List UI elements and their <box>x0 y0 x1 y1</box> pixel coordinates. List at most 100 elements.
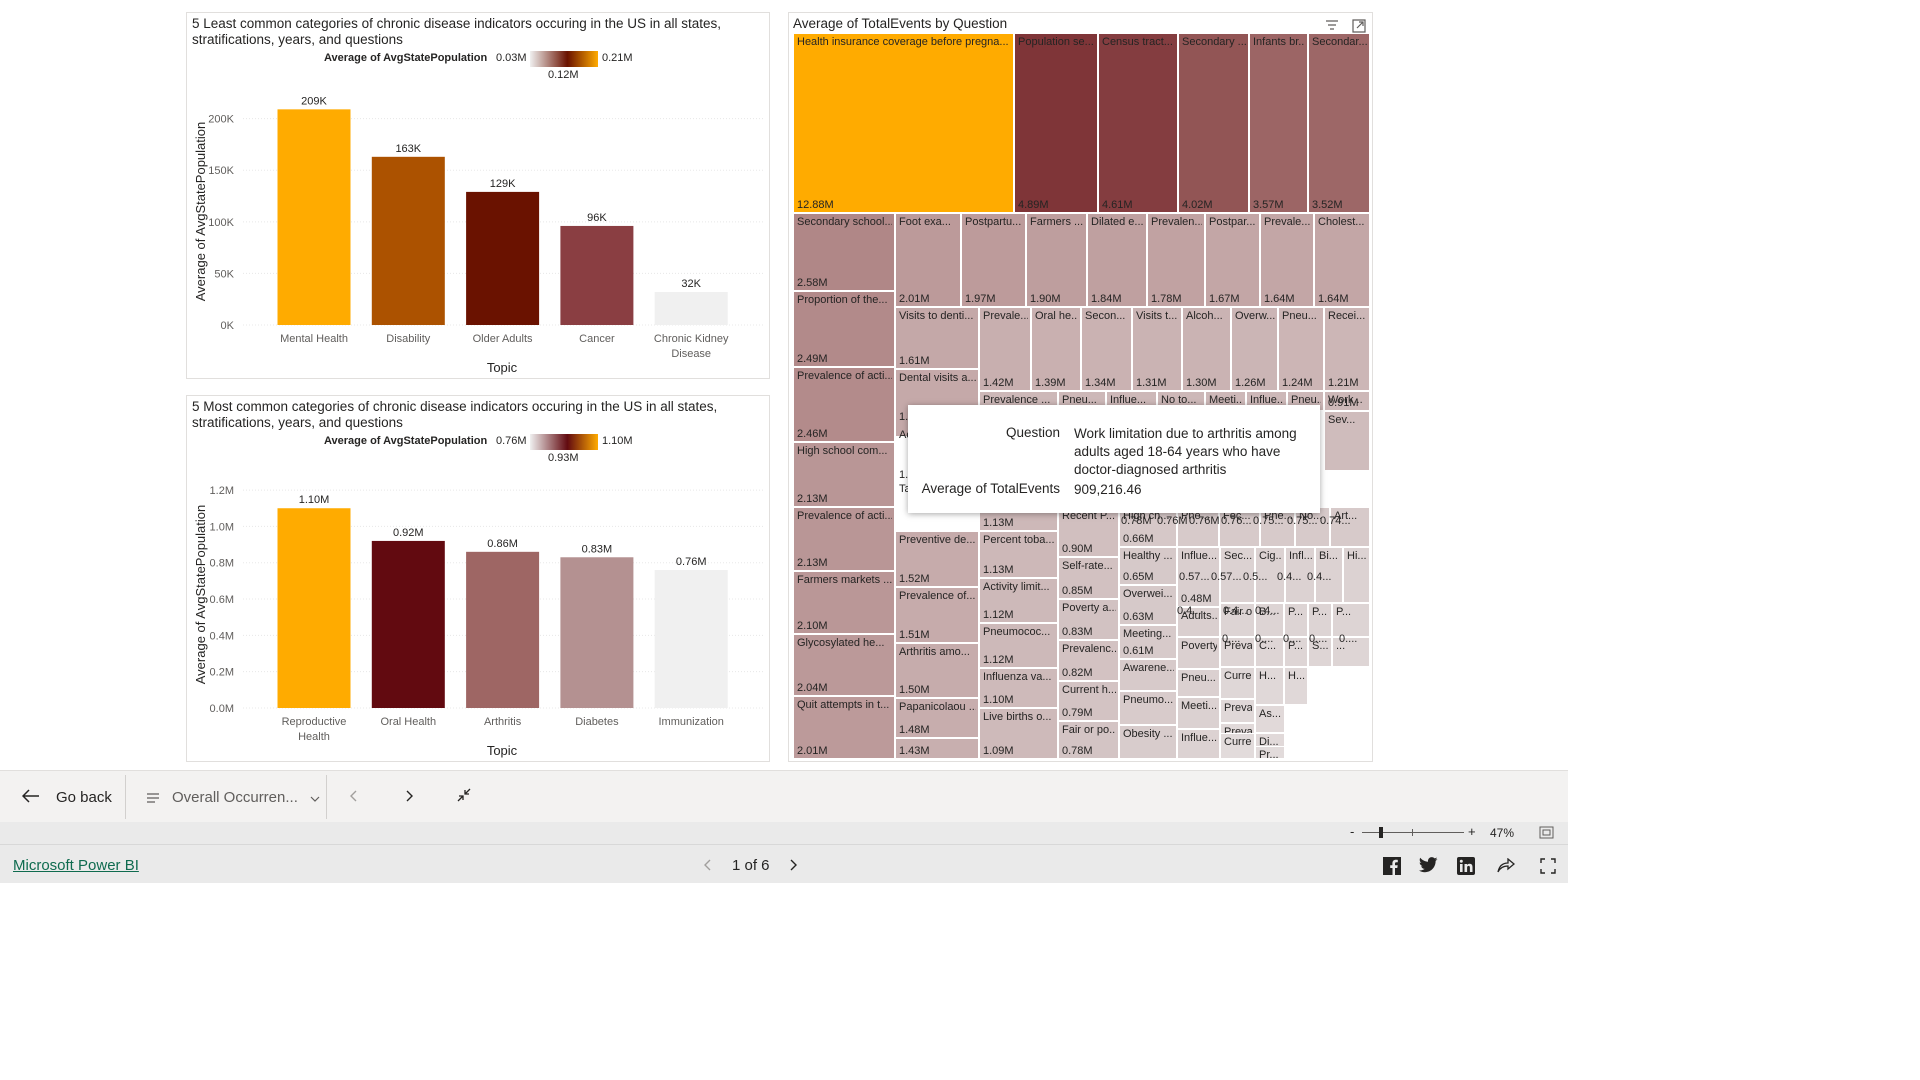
treemap-cell[interactable]: Cholest... 1.64M <box>1314 213 1370 307</box>
treemap-cell[interactable]: P... <box>1332 603 1370 637</box>
bar[interactable] <box>371 540 445 708</box>
treemap-cell[interactable]: Proportion of the... 2.49M <box>793 291 895 367</box>
treemap-cell[interactable]: Glycosylated he... 2.04M <box>793 634 895 696</box>
treemap-cell[interactable]: H... <box>1255 667 1284 705</box>
zoom-in-button[interactable]: + <box>1468 824 1476 839</box>
treemap-cell[interactable]: Live births o... 1.09M <box>979 708 1058 759</box>
treemap-cell[interactable]: Influe... <box>1177 729 1220 759</box>
treemap-cell[interactable]: Papanicolaou ... 1.48M <box>895 698 979 738</box>
zoom-slider-track[interactable] <box>1362 832 1464 833</box>
previous-page-button[interactable] <box>350 771 358 823</box>
treemap-cell[interactable]: Preventive de... 1.52M <box>895 531 979 587</box>
treemap-cell[interactable]: Farmers ... 1.90M <box>1026 213 1087 307</box>
treemap-cell[interactable]: Overwei... 0.63M <box>1119 585 1177 625</box>
treemap-cell[interactable]: Awarene... <box>1119 659 1177 691</box>
power-bi-link[interactable]: Microsoft Power BI <box>13 857 139 874</box>
linkedin-icon[interactable] <box>1457 857 1475 880</box>
treemap-cell[interactable]: Prevale... 1.42M <box>979 307 1031 391</box>
treemap-cell[interactable]: Sev... <box>1324 411 1370 471</box>
treemap-cell[interactable]: Current h... 0.79M <box>1058 681 1119 721</box>
treemap-cell[interactable]: Poverty a... 0.83M <box>1058 599 1119 640</box>
page-selector-dropdown[interactable]: Overall Occurren... <box>146 771 320 823</box>
treemap-cell[interactable]: Pneu... 1.24M <box>1278 307 1324 391</box>
treemap-cell[interactable]: Oral he... 1.39M <box>1031 307 1081 391</box>
treemap-cell[interactable]: Prevalen... 1.78M <box>1147 213 1205 307</box>
treemap-cell[interactable]: Healthy ... 0.65M <box>1119 547 1177 585</box>
bar[interactable] <box>371 156 445 325</box>
treemap-cell[interactable]: Work... 0.91M <box>1324 391 1370 411</box>
treemap-cell[interactable]: Hi... <box>1343 547 1370 603</box>
treemap-cell[interactable]: Pne... <box>1260 507 1295 547</box>
treemap-cell[interactable]: Poverty <box>1177 637 1220 669</box>
focus-mode-icon[interactable] <box>1351 18 1367 34</box>
fit-to-page-icon[interactable] <box>1539 826 1554 844</box>
facebook-icon[interactable] <box>1383 857 1401 880</box>
treemap-cell[interactable]: Dilated e... 1.84M <box>1087 213 1147 307</box>
treemap-cell[interactable]: Sec... <box>1220 547 1255 603</box>
treemap-cell[interactable]: Bi... <box>1315 547 1343 603</box>
treemap-cell[interactable]: S... <box>1308 637 1332 667</box>
treemap-cell[interactable]: Foot exa... 2.01M <box>895 213 961 307</box>
treemap-cell[interactable]: Curre... <box>1220 667 1255 699</box>
treemap-cell[interactable]: Influe... 0.48M <box>1177 547 1220 607</box>
treemap-cell[interactable]: Cig... <box>1255 547 1285 603</box>
treemap-cell[interactable]: Preval... <box>1220 637 1255 667</box>
next-page-button[interactable] <box>405 771 413 823</box>
treemap-cell[interactable]: Overw... 1.26M <box>1231 307 1278 391</box>
share-icon[interactable] <box>1497 857 1516 879</box>
bar[interactable] <box>277 508 351 708</box>
treemap-cell[interactable]: Quit attempts in t... 2.01M <box>793 696 895 759</box>
treemap-cell[interactable]: Prevalence of acti... 2.46M <box>793 367 895 442</box>
treemap-cell[interactable]: Infl... <box>1285 547 1315 603</box>
treemap-cell[interactable]: Population se... 4.89M <box>1014 33 1098 213</box>
treemap-cell[interactable]: Farmers markets ... 2.10M <box>793 571 895 634</box>
treemap-cell[interactable]: Meeti... <box>1177 697 1220 729</box>
treemap-cell[interactable]: Self-rate... 0.85M <box>1058 557 1119 599</box>
most-common-bar-card[interactable]: 5 Most common categories of chronic dise… <box>186 395 770 762</box>
treemap-cell[interactable]: High school com... 2.13M <box>793 442 895 507</box>
collapse-button[interactable] <box>457 771 471 823</box>
treemap-cell[interactable]: Postpar... 1.67M <box>1205 213 1260 307</box>
treemap-cell[interactable]: Meeting... 0.61M <box>1119 625 1177 659</box>
bar[interactable] <box>277 109 351 325</box>
previous-page-icon[interactable] <box>704 858 712 876</box>
treemap-cell[interactable]: Fair o... <box>1220 603 1255 637</box>
treemap-cell[interactable]: Alcoh... 1.30M <box>1182 307 1231 391</box>
bar[interactable] <box>654 569 728 708</box>
treemap-cell[interactable]: Prevale... 1.64M <box>1260 213 1314 307</box>
treemap-cell[interactable]: Pneu... <box>1177 669 1220 697</box>
treemap-cell[interactable]: Census tract... 4.61M <box>1098 33 1178 213</box>
treemap-cell[interactable]: Fec... <box>1219 507 1260 547</box>
bar[interactable] <box>560 557 634 708</box>
treemap-cell[interactable]: Prevalence of acti... 2.13M <box>793 507 895 571</box>
treemap-cell[interactable]: Prevalenc... 0.82M <box>1058 640 1119 681</box>
treemap-cell[interactable]: Secondary school... 2.58M <box>793 213 895 291</box>
treemap-cell[interactable]: Arthritis amo... 1.50M <box>895 643 979 698</box>
treemap-cell[interactable]: Fair or po... 0.78M <box>1058 721 1119 759</box>
treemap-cell[interactable]: P... <box>1308 603 1332 637</box>
treemap-card[interactable]: Average of TotalEvents by Question Healt… <box>788 12 1373 762</box>
zoom-out-button[interactable]: - <box>1350 824 1355 839</box>
treemap-cell[interactable]: As... <box>1255 705 1285 733</box>
treemap-cell[interactable]: ... <box>1332 637 1370 667</box>
treemap-cell[interactable]: Secondary ... 4.02M <box>1178 33 1249 213</box>
treemap-cell[interactable]: Pneumo... <box>1119 691 1177 725</box>
filter-icon[interactable] <box>1324 18 1340 34</box>
fullscreen-icon[interactable] <box>1540 858 1556 879</box>
zoom-slider-thumb[interactable] <box>1379 827 1383 838</box>
treemap-cell[interactable]: Influenza va... 1.10M <box>979 668 1058 708</box>
treemap-cell[interactable]: Prevalence of... 1.51M <box>895 587 979 643</box>
bar[interactable] <box>466 551 540 708</box>
treemap-cell[interactable]: Curre... <box>1220 733 1255 759</box>
treemap-cell[interactable]: H... <box>1284 667 1308 705</box>
bar[interactable] <box>466 191 540 325</box>
treemap-cell[interactable]: Infants br... 3.57M <box>1249 33 1308 213</box>
treemap-cell[interactable]: High ch... 0.66M <box>1119 507 1177 547</box>
treemap-cell[interactable]: C... <box>1255 637 1284 667</box>
go-back-button[interactable]: Go back <box>21 771 112 823</box>
bar[interactable] <box>654 291 728 325</box>
treemap-cell[interactable]: Secondar... 3.52M <box>1308 33 1370 213</box>
treemap-cell[interactable]: B... <box>1255 603 1284 637</box>
treemap-cell[interactable]: Art... <box>1330 507 1370 547</box>
treemap-cell[interactable]: Secon... 1.34M <box>1081 307 1132 391</box>
